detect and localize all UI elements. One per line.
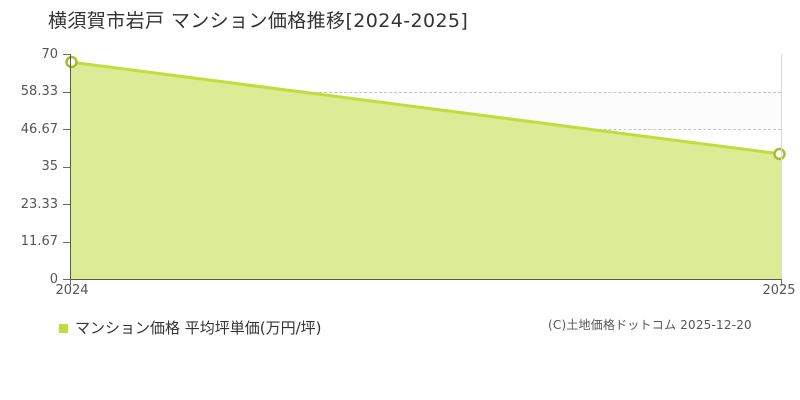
y-tick-label-46-67: 46.67 xyxy=(20,121,58,137)
y-tick-mark-46-67 xyxy=(63,129,70,130)
x-tick-mark-2024 xyxy=(70,279,71,285)
y-tick-label-58-33: 58.33 xyxy=(20,84,58,99)
data-point-marker-2025 xyxy=(773,147,786,161)
y-tick-mark-23-33 xyxy=(63,204,70,205)
x-tick-label-2024: 2024 xyxy=(55,283,89,298)
y-tick-label-35: 35 xyxy=(41,159,58,174)
x-tick-label-2025: 2025 xyxy=(762,283,796,298)
chart-title: 横須賀市岩戸 マンション価格推移[2024-2025] xyxy=(48,10,469,32)
area-fill xyxy=(70,62,781,279)
legend-label: マンション価格 平均坪単価(万円/坪) xyxy=(75,319,322,337)
series-line xyxy=(69,60,782,156)
series-area-mansion-price xyxy=(65,55,786,279)
chart-legend[interactable]: マンション価格 平均坪単価(万円/坪) xyxy=(48,314,336,342)
credit-text: (C)土地価格ドットコム 2025-12-20 xyxy=(548,318,752,332)
y-tick-mark-70 xyxy=(63,54,70,55)
y-tick-label-70: 70 xyxy=(41,47,58,62)
y-tick-mark-11-67 xyxy=(63,241,70,243)
y-tick-mark-0 xyxy=(63,279,70,280)
y-tick-mark-35 xyxy=(63,166,70,168)
gridline-58-33 xyxy=(70,91,781,93)
plot-area xyxy=(65,54,786,279)
y-tick-label-11-67: 11.67 xyxy=(20,234,58,249)
y-tick-label-23-33: 23.33 xyxy=(20,196,58,212)
data-point-marker-2024 xyxy=(65,55,78,69)
x-axis-line xyxy=(70,279,781,280)
legend-swatch-icon xyxy=(59,323,68,333)
y-tick-mark-58-33 xyxy=(63,91,70,93)
y-axis-line xyxy=(70,54,71,280)
x-tick-mark-2025 xyxy=(781,279,782,285)
y-tick-label-0: 0 xyxy=(49,271,58,287)
plot-right-border xyxy=(781,54,782,280)
